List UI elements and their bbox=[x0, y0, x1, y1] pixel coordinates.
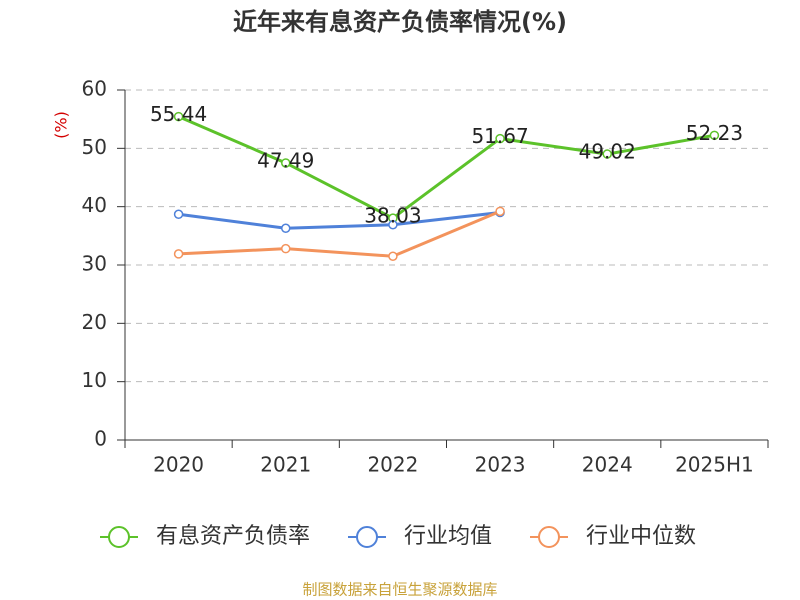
legend-marker bbox=[538, 526, 560, 548]
x-tick-label: 2023 bbox=[475, 453, 526, 477]
data-label: 47.49 bbox=[257, 148, 314, 172]
data-point bbox=[709, 130, 720, 141]
y-tick-label: 0 bbox=[94, 427, 107, 451]
series-line bbox=[177, 115, 715, 220]
data-label: 51.67 bbox=[471, 124, 528, 148]
data-point bbox=[388, 220, 398, 230]
x-tick-label: 2025H1 bbox=[675, 453, 754, 477]
x-tick-label: 2024 bbox=[582, 453, 633, 477]
y-tick-label: 10 bbox=[82, 368, 107, 392]
data-point bbox=[281, 243, 291, 254]
legend-label: 行业均值 bbox=[404, 524, 492, 549]
y-tick-label: 30 bbox=[82, 252, 107, 276]
y-tick-label: 60 bbox=[82, 77, 107, 101]
y-tick-label: 40 bbox=[82, 193, 107, 217]
data-point bbox=[602, 149, 612, 159]
legend-label: 行业中位数 bbox=[586, 524, 696, 549]
data-label: 38.03 bbox=[364, 204, 421, 228]
data-point bbox=[173, 209, 184, 219]
data-label: 52.23 bbox=[686, 121, 743, 145]
data-point bbox=[281, 158, 291, 168]
y-axis-label: (%) bbox=[52, 111, 71, 139]
x-tick-label: 2021 bbox=[260, 453, 311, 477]
x-tick-label: 2022 bbox=[367, 453, 418, 477]
source: 制图数据来自恒生聚源数据库 bbox=[302, 581, 497, 599]
data-label: 55.44 bbox=[150, 102, 207, 126]
chart-title: 近年来有息资产负债率情况(%) bbox=[233, 8, 567, 36]
legend-marker bbox=[108, 526, 130, 548]
data-point bbox=[495, 206, 505, 217]
y-tick-label: 50 bbox=[82, 135, 107, 159]
data-point bbox=[388, 251, 398, 261]
series-line bbox=[178, 211, 501, 230]
series-line bbox=[178, 209, 501, 258]
data-point bbox=[495, 133, 505, 144]
data-point bbox=[281, 223, 291, 233]
data-label: 49.02 bbox=[579, 140, 636, 164]
data-point bbox=[173, 111, 184, 122]
data-point bbox=[173, 249, 184, 259]
x-tick-label: 2020 bbox=[153, 453, 204, 477]
y-tick-label: 20 bbox=[82, 310, 107, 334]
legend-marker bbox=[356, 526, 378, 548]
legend-label: 有息资产负债率 bbox=[156, 524, 310, 549]
